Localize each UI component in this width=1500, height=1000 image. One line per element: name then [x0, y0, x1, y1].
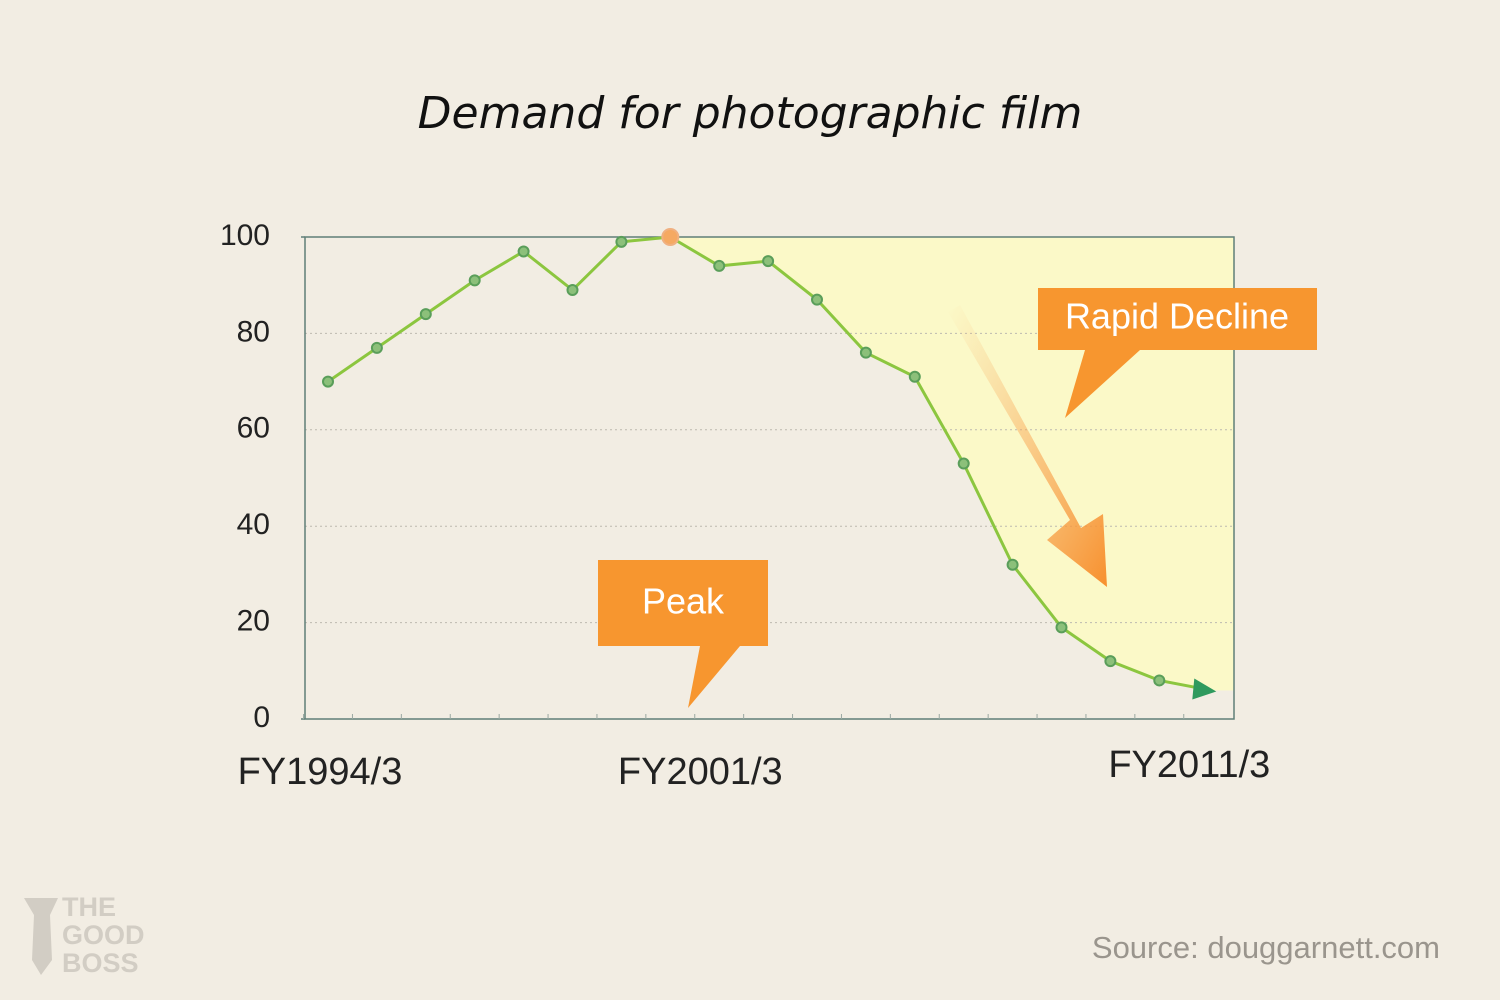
y-tick-label: 60 — [237, 412, 270, 445]
data-point — [517, 245, 530, 258]
data-point — [1006, 558, 1019, 571]
logo-text: BOSS — [62, 948, 139, 978]
source: Source: douggarnett.com — [1092, 930, 1440, 965]
y-tick-label: 20 — [237, 605, 270, 638]
data-point — [908, 370, 921, 383]
data-point — [615, 235, 628, 248]
plot-border — [304, 236, 1235, 720]
x-tick-label: FY2001/3 — [618, 751, 783, 793]
logo-text: THE — [62, 892, 116, 922]
data-point — [322, 375, 334, 388]
callout-box — [598, 560, 768, 708]
x-tick-label: FY1994/3 — [238, 751, 403, 793]
logo-icon — [24, 898, 58, 975]
logo-text: GOOD — [62, 920, 145, 950]
line-arrowhead — [1192, 678, 1217, 700]
data-point — [1055, 621, 1068, 634]
plot-area: 0 20 40 60 80 100 FY1994/3 FY2001/3 FY2011/3 Peak… — [220, 219, 1317, 793]
data-point — [1104, 655, 1117, 668]
logo: THE GOOD BOSS — [24, 892, 145, 978]
data-point — [566, 284, 579, 297]
data-point — [1153, 674, 1166, 687]
chart-title: Demand for photographic film — [418, 88, 1083, 139]
data-point — [419, 308, 432, 321]
y-tick-label: 0 — [253, 701, 270, 734]
data-point — [811, 293, 823, 306]
annotation: Rapid Decline — [1065, 296, 1289, 337]
data-point — [468, 274, 481, 287]
data-point — [713, 259, 726, 272]
annotation: Peak — [642, 581, 725, 622]
x-tick-label: FY2011/3 — [1108, 744, 1270, 786]
peak-point — [661, 228, 680, 246]
data-point — [370, 341, 383, 354]
data-point — [762, 255, 775, 268]
y-tick-label: 40 — [237, 508, 270, 541]
y-tick-label: 80 — [237, 315, 270, 348]
data-point — [859, 346, 872, 359]
decline-arrow — [948, 305, 1107, 587]
data-point — [957, 457, 970, 470]
y-tick-label: 100 — [220, 219, 270, 252]
callout-box — [1038, 288, 1317, 418]
